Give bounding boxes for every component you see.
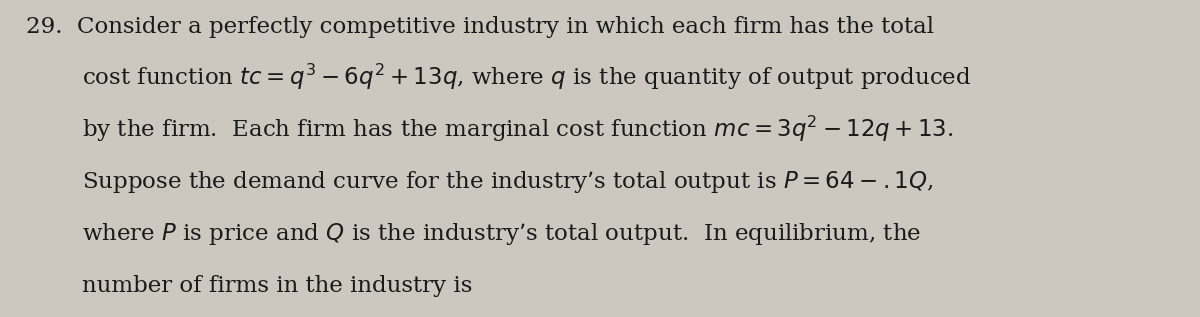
Text: where $P$ is price and $Q$ is the industry’s total output.  In equilibrium, the: where $P$ is price and $Q$ is the indust…: [82, 221, 920, 247]
Text: 29.  Consider a perfectly competitive industry in which each firm has the total: 29. Consider a perfectly competitive ind…: [26, 16, 935, 38]
Text: cost function $tc = q^3 - 6q^2 + 13q$, where $q$ is the quantity of output produ: cost function $tc = q^3 - 6q^2 + 13q$, w…: [82, 62, 971, 92]
Text: Suppose the demand curve for the industry’s total output is $P = 64 - .1Q$,: Suppose the demand curve for the industr…: [82, 169, 932, 195]
Text: by the firm.  Each firm has the marginal cost function $mc = 3q^2 - 12q + 13$.: by the firm. Each firm has the marginal …: [82, 113, 953, 144]
Text: number of firms in the industry is: number of firms in the industry is: [82, 275, 472, 297]
